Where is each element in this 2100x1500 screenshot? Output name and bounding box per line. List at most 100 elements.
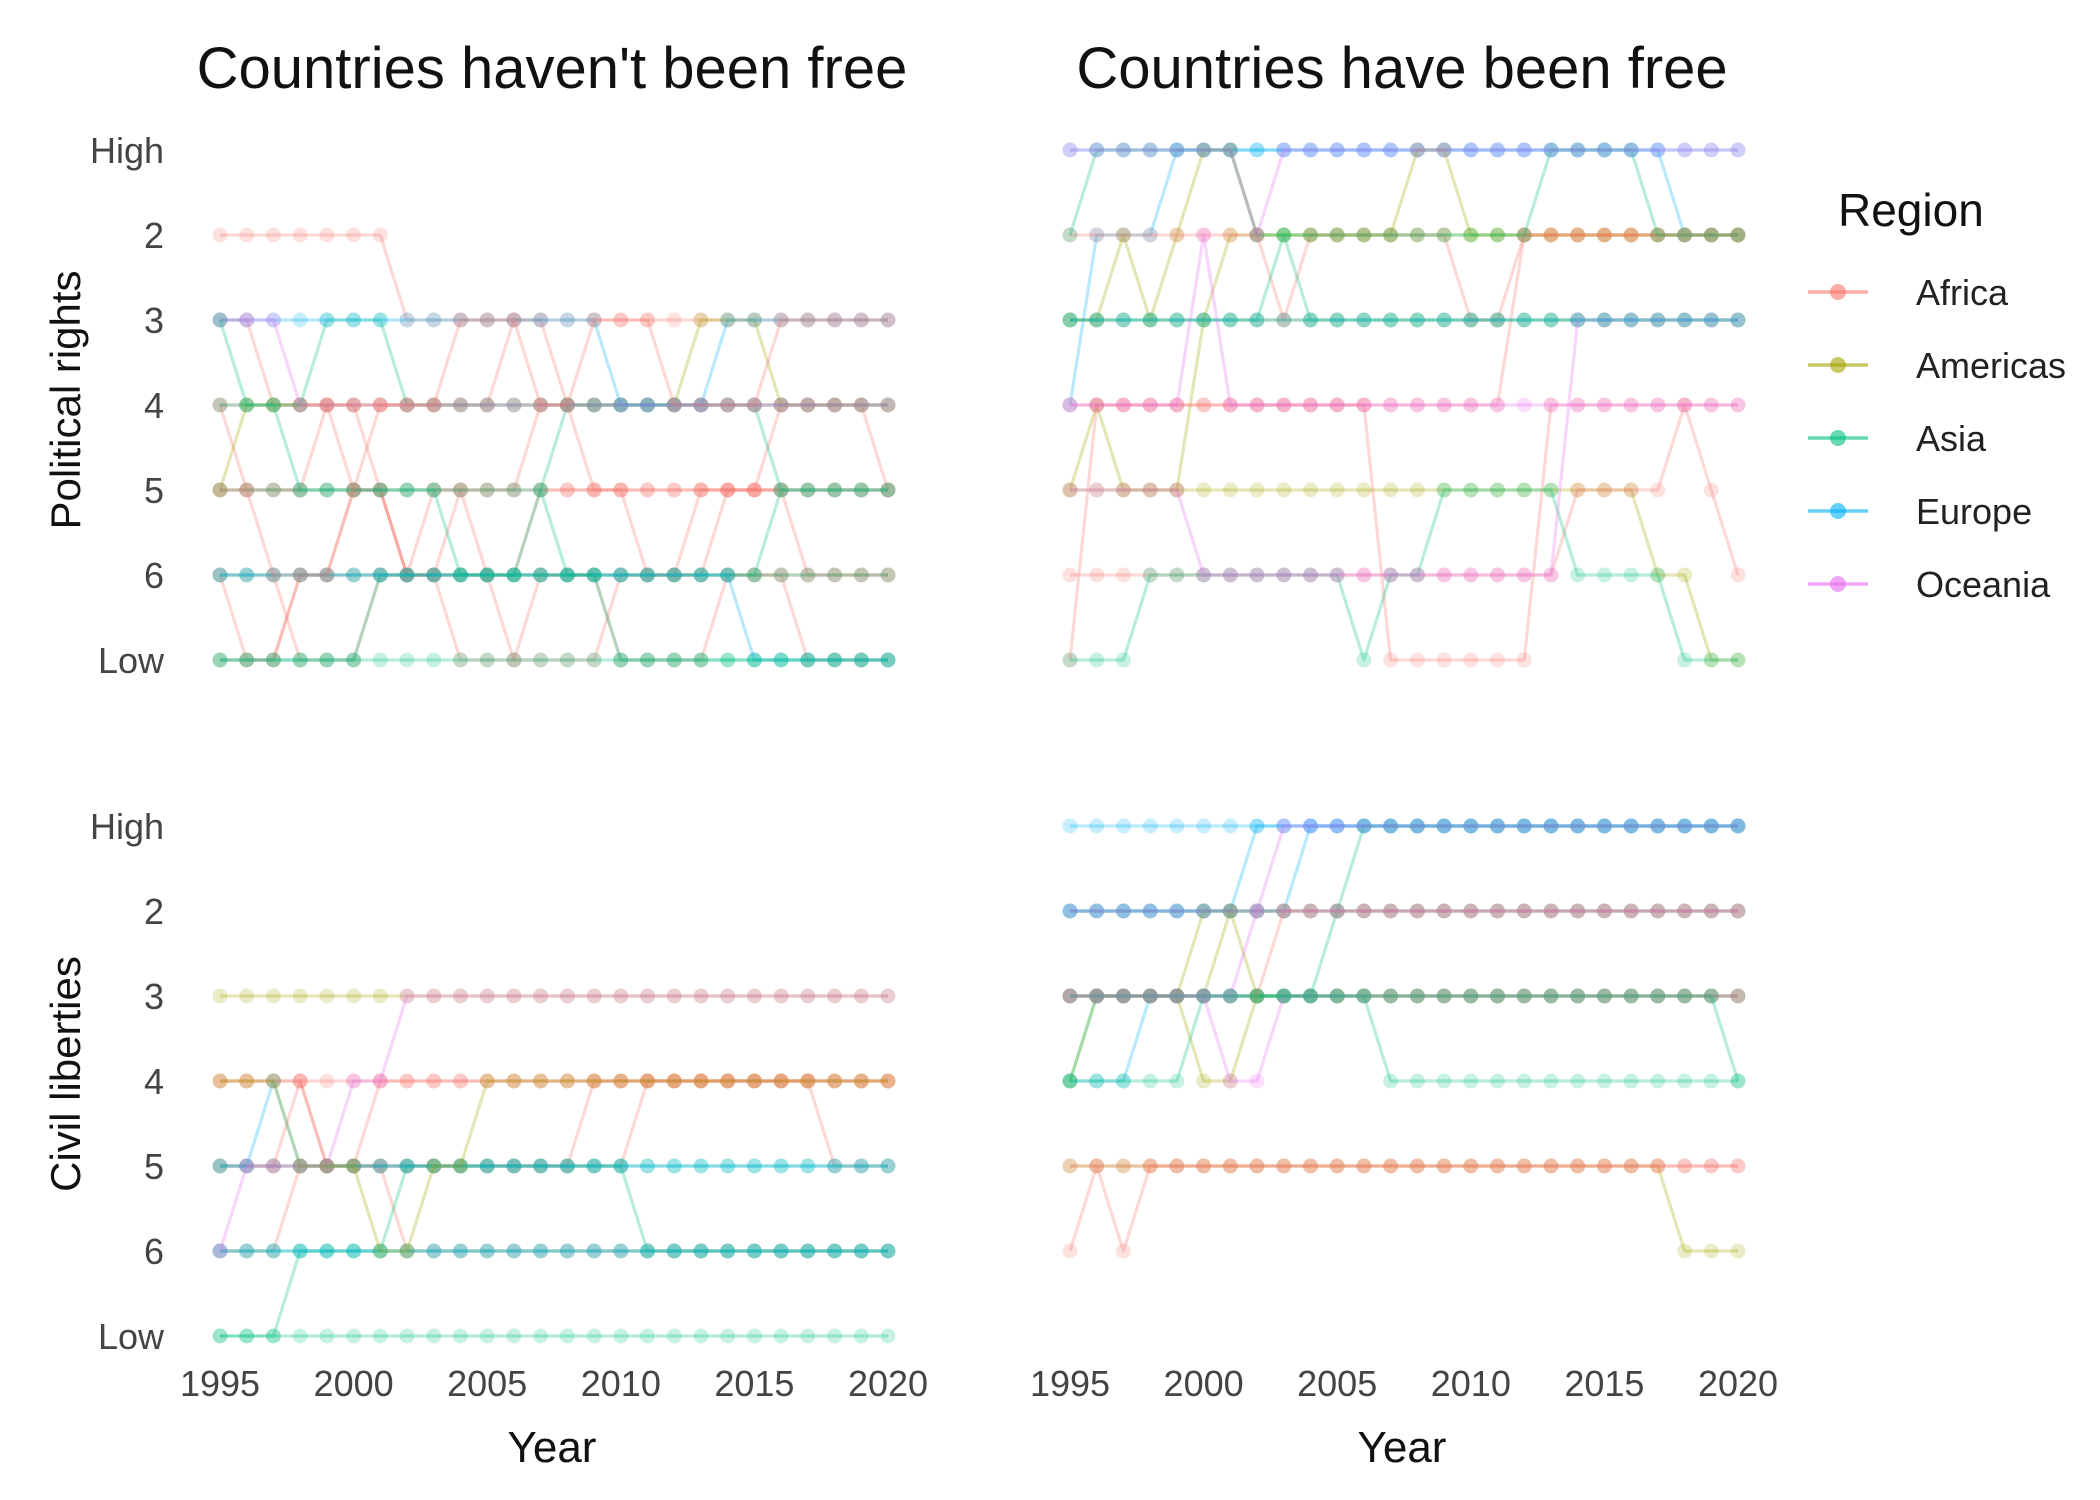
data-point-africa: [453, 1073, 468, 1089]
data-point-oceania: [1730, 903, 1746, 919]
data-point-africa: [292, 567, 308, 583]
data-point-oceania: [1089, 988, 1105, 1004]
data-point-africa: [693, 1243, 709, 1259]
series-line-africa-0: [220, 318, 888, 577]
data-point-asia: [800, 1243, 816, 1259]
legend-item-africa: Africa: [1808, 272, 2009, 313]
data-point-europe: [479, 1158, 495, 1174]
data-point-americas: [800, 1073, 816, 1089]
data-point-europe: [1409, 312, 1425, 328]
data-point-africa: [1169, 1158, 1185, 1174]
data-point-africa: [666, 482, 682, 498]
data-point-americas: [239, 988, 255, 1004]
data-point-africa: [720, 1073, 736, 1089]
data-point-oceania: [426, 397, 442, 413]
data-point-africa: [1650, 1158, 1666, 1174]
data-point-oceania: [1436, 988, 1452, 1004]
data-point-africa: [1383, 903, 1399, 919]
series-line-americas-4: [1070, 909, 1738, 998]
data-point-africa: [800, 312, 816, 328]
data-point-europe: [399, 567, 415, 583]
data-point-europe: [1436, 818, 1452, 834]
data-point-europe: [1142, 142, 1158, 158]
data-point-americas: [1062, 482, 1078, 498]
data-point-americas: [239, 1073, 255, 1089]
data-point-europe: [586, 567, 602, 583]
data-point-oceania: [1516, 903, 1532, 919]
data-point-americas: [1570, 227, 1586, 243]
series-line-asia-17: [218, 319, 888, 662]
series-line-africa-4: [220, 1079, 888, 1168]
data-point-africa: [1115, 1158, 1131, 1174]
data-point-africa: [453, 567, 468, 583]
data-point-oceania: [1570, 397, 1586, 413]
data-point-oceania: [1677, 988, 1693, 1004]
data-point-asia: [880, 1243, 896, 1259]
data-point-africa: [1703, 1158, 1719, 1174]
data-point-africa: [346, 397, 362, 413]
data-point-asia: [773, 652, 789, 668]
data-point-asia: [1463, 227, 1479, 243]
data-point-asia: [292, 652, 308, 668]
data-point-americas: [1650, 903, 1666, 919]
data-point-europe: [479, 567, 495, 583]
data-point-africa: [479, 482, 495, 498]
data-point-americas: [1222, 1073, 1238, 1089]
data-point-oceania: [1409, 988, 1425, 1004]
data-point-oceania: [1303, 903, 1318, 919]
data-point-asia: [1089, 903, 1105, 919]
data-point-europe: [1142, 818, 1158, 834]
data-point-europe: [800, 1243, 816, 1259]
data-point-europe: [1543, 142, 1559, 158]
series-line-europe-14: [220, 318, 888, 407]
data-point-asia: [346, 312, 362, 328]
data-point-africa: [319, 567, 335, 583]
data-point-americas: [1463, 312, 1479, 328]
data-point-americas: [1222, 903, 1238, 919]
data-point-asia: [1356, 988, 1372, 1004]
data-point-europe: [1409, 142, 1425, 158]
data-point-africa: [1303, 567, 1318, 583]
series-line-oceania-14: [1070, 318, 1738, 577]
data-point-asia: [746, 1243, 762, 1259]
data-point-africa: [212, 397, 228, 413]
data-point-americas: [1089, 1158, 1105, 1174]
data-point-africa: [426, 1158, 442, 1174]
data-point-americas: [1436, 988, 1452, 1004]
data-point-oceania: [1115, 482, 1131, 498]
data-point-oceania: [1303, 818, 1318, 834]
data-point-americas: [693, 312, 709, 328]
x-tick-label: 2005: [1297, 1363, 1377, 1404]
data-point-americas: [1249, 482, 1265, 498]
data-point-europe: [1596, 312, 1612, 328]
data-point-africa: [212, 227, 228, 243]
data-point-americas: [453, 397, 468, 413]
data-point-asia: [853, 567, 869, 583]
data-point-africa: [1677, 903, 1693, 919]
data-point-africa: [1490, 397, 1505, 413]
data-point-asia: [1383, 818, 1399, 834]
data-point-europe: [1329, 312, 1345, 328]
data-point-asia: [453, 1328, 468, 1344]
data-point-asia: [399, 567, 415, 583]
data-point-asia: [292, 397, 308, 413]
series-line-europe-2: [1070, 824, 1738, 913]
data-point-americas: [1543, 988, 1559, 1004]
data-point-americas: [1570, 903, 1586, 919]
data-point-africa: [1436, 1158, 1452, 1174]
data-point-africa: [666, 1073, 682, 1089]
data-point-oceania: [1570, 903, 1586, 919]
data-point-africa: [880, 567, 896, 583]
data-point-europe: [1196, 988, 1212, 1004]
data-point-europe: [1329, 818, 1345, 834]
data-point-asia: [827, 1328, 843, 1344]
data-point-europe: [1677, 142, 1693, 158]
data-point-oceania: [1409, 818, 1425, 834]
data-point-americas: [746, 988, 762, 1004]
data-point-europe: [773, 1158, 789, 1174]
data-point-europe: [372, 1158, 388, 1174]
data-point-americas: [1436, 903, 1452, 919]
data-point-africa: [693, 397, 709, 413]
data-point-asia: [1677, 1073, 1693, 1089]
data-point-asia: [319, 482, 335, 498]
